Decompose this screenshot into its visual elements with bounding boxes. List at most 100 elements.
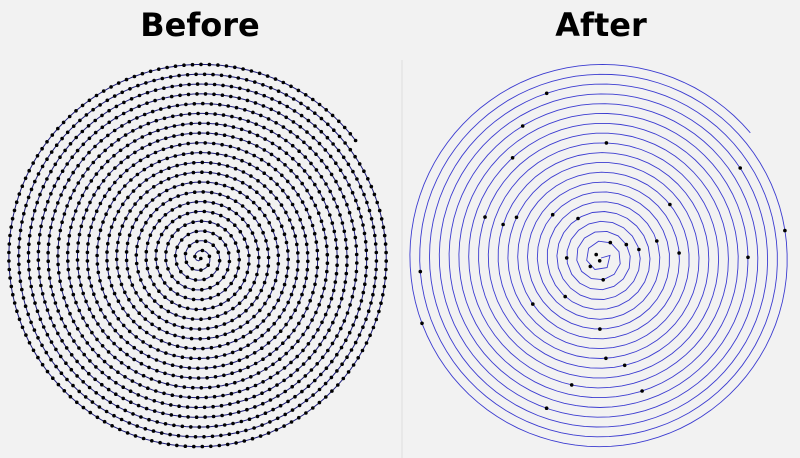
- sample-dot: [163, 295, 167, 300]
- sample-dot: [365, 200, 369, 205]
- sample-dot: [227, 432, 232, 437]
- sample-dot: [143, 427, 148, 431]
- sample-dot: [187, 82, 191, 87]
- sample-dot: [177, 404, 181, 409]
- sample-dot: [22, 211, 26, 216]
- sample-dot: [247, 130, 252, 134]
- sample-dot: [80, 193, 85, 198]
- sample-dot: [17, 237, 22, 241]
- sample-dot: [164, 258, 168, 263]
- sample-dot: [344, 246, 349, 250]
- sample-dot: [239, 137, 243, 142]
- sample-dot: [292, 328, 296, 333]
- sample-dot: [262, 171, 267, 175]
- sample-dot: [250, 302, 254, 307]
- sample-dot: [51, 217, 55, 221]
- sample-dot: [315, 265, 320, 270]
- sample-dot: [62, 212, 67, 216]
- sample-dot: [236, 400, 240, 404]
- sample-dot: [185, 306, 190, 311]
- sample-dot: [121, 323, 126, 328]
- sample-dot: [139, 278, 143, 282]
- sample-dot: [148, 131, 152, 136]
- sample-dot: [293, 394, 297, 399]
- sample-dot: [200, 287, 204, 292]
- sample-dot: [115, 404, 120, 409]
- sample-dot: [339, 326, 343, 331]
- sample-dot: [317, 387, 322, 392]
- sample-dot: [266, 255, 271, 260]
- sample-dot: [49, 340, 54, 344]
- sample-dot: [112, 197, 117, 202]
- sample-dot: [319, 219, 324, 223]
- sample-dot: [379, 301, 383, 306]
- sample-dot: [313, 349, 317, 354]
- sample-dot: [129, 97, 134, 101]
- sample-dot: [128, 389, 133, 394]
- sample-dot: [182, 63, 186, 67]
- sample-dot: [219, 73, 224, 78]
- sample-dot: [277, 111, 281, 115]
- sample-dot: [81, 365, 85, 370]
- sample-dot: [284, 322, 288, 327]
- sample-dot: [223, 243, 228, 247]
- sample-dot: [97, 154, 101, 158]
- sample-dot: [134, 370, 138, 374]
- sample-dot: [262, 148, 267, 152]
- sample-dot: [114, 104, 119, 109]
- sample-dot: [317, 141, 322, 146]
- sample-dot: [60, 287, 64, 292]
- sample-dot: [182, 385, 187, 389]
- sample-dot: [186, 232, 191, 237]
- sample-dot: [164, 250, 168, 254]
- sample-dot: [199, 386, 204, 390]
- sample-dot: [184, 346, 188, 350]
- sample-dot: [107, 172, 111, 177]
- sample-dot: [179, 375, 184, 379]
- sample-dot: [186, 92, 191, 97]
- sample-dot: [29, 320, 33, 325]
- sample-dot: [373, 276, 378, 280]
- sample-dot: [130, 379, 135, 383]
- sample-dot: [202, 209, 207, 214]
- sample-dot: [133, 150, 137, 155]
- sample-dot: [145, 190, 149, 194]
- sample-dot: [344, 338, 348, 343]
- sample-dot: [29, 225, 33, 230]
- sample-dot: [144, 406, 149, 411]
- sample-dot: [89, 225, 93, 229]
- sample-dot: [149, 214, 153, 218]
- sample-dot: [100, 344, 105, 348]
- sample-dot: [72, 188, 76, 193]
- sample-dot: [121, 111, 126, 116]
- sample-dot: [84, 186, 89, 190]
- sample-dot: [306, 259, 310, 264]
- sample-dot: [323, 236, 328, 240]
- sample-dot: [56, 331, 60, 336]
- sample-dot: [185, 275, 190, 280]
- sample-dot: [81, 291, 85, 296]
- sample-dot: [257, 206, 262, 211]
- sample-dot: [190, 317, 195, 321]
- sample-dot: [225, 442, 230, 447]
- sample-dot: [66, 267, 71, 272]
- sample-dot: [335, 352, 339, 357]
- sample-dot: [36, 355, 40, 360]
- sample-dot: [98, 201, 103, 206]
- sample-dot: [247, 162, 252, 167]
- sample-dot: [131, 129, 135, 133]
- sample-dot: [160, 401, 165, 405]
- sample-dot: [163, 422, 168, 426]
- sample-dot: [334, 238, 338, 242]
- sample-dot: [119, 160, 123, 165]
- sample-dot: [299, 101, 303, 106]
- sample-dot: [62, 185, 67, 190]
- sample-dot: [324, 366, 329, 371]
- sample-dot: [46, 199, 50, 204]
- sample-dot: [180, 424, 185, 429]
- sample-dot: [164, 136, 168, 141]
- sample-dot: [225, 164, 230, 168]
- sample-dot: [317, 102, 322, 107]
- sample-dot: [168, 197, 173, 202]
- sample-dot: [217, 172, 221, 176]
